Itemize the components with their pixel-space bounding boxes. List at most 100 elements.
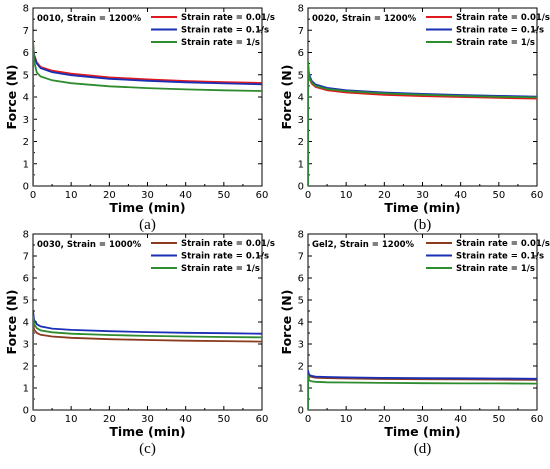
panel-title: Gel2, Strain = 1200% (312, 240, 415, 250)
x-tick-label: 20 (103, 414, 116, 425)
y-tick-label: 1 (23, 159, 29, 170)
y-axis-label: Force (N) (4, 290, 19, 355)
x-tick-label: 60 (531, 190, 544, 201)
x-tick-label: 10 (340, 414, 353, 425)
series-line-3 (308, 61, 537, 186)
x-tick-label: 50 (217, 414, 230, 425)
y-tick-label: 3 (23, 340, 29, 351)
legend-label: Strain rate = 0.01/s (456, 13, 550, 23)
y-tick-label: 5 (298, 296, 304, 307)
panel-caption: (c) (139, 441, 156, 457)
panel-title: 0020, Strain = 1200% (312, 14, 417, 24)
legend-label: Strain rate = 0.01/s (181, 13, 275, 23)
y-tick-label: 8 (23, 4, 29, 15)
x-tick-label: 40 (454, 414, 467, 425)
x-tick-label: 30 (141, 190, 154, 201)
y-tick-label: 5 (298, 70, 304, 81)
y-tick-label: 6 (23, 274, 29, 285)
y-tick-label: 2 (298, 137, 304, 148)
legend-label: Strain rate = 1/s (181, 264, 260, 274)
x-tick-label: 20 (378, 190, 391, 201)
y-tick-label: 2 (298, 362, 304, 373)
y-tick-label: 3 (23, 115, 29, 126)
y-axis-label: Force (N) (4, 65, 19, 130)
y-axis-label: Force (N) (279, 290, 294, 355)
y-tick-label: 4 (23, 93, 29, 104)
x-tick-label: 30 (141, 414, 154, 425)
panel-title: 0030, Strain = 1000% (37, 240, 142, 250)
series-line-2 (33, 45, 262, 186)
x-tick-label: 10 (340, 190, 353, 201)
series-line-2 (33, 310, 262, 410)
series-line-3 (33, 315, 262, 410)
x-tick-label: 0 (30, 190, 36, 201)
chart-panel-4: 0 10 20 30 40 50 60 0 1 2 3 4 5 6 7 8 Time (min) Force (N… (279, 230, 550, 458)
series-line-3 (308, 374, 537, 410)
y-tick-label: 1 (23, 384, 29, 395)
y-tick-label: 6 (298, 48, 304, 59)
x-tick-label: 60 (531, 414, 544, 425)
y-tick-label: 1 (298, 384, 304, 395)
y-tick-label: 0 (23, 406, 29, 417)
x-tick-label: 40 (179, 190, 192, 201)
x-tick-label: 30 (416, 414, 429, 425)
legend-label: Strain rate = 0.1/s (181, 26, 269, 36)
y-tick-label: 3 (298, 115, 304, 126)
x-tick-label: 10 (65, 414, 78, 425)
legend-label: Strain rate = 0.01/s (456, 239, 550, 249)
y-tick-label: 7 (23, 252, 29, 263)
y-tick-label: 8 (298, 4, 304, 15)
y-tick-label: 8 (298, 230, 304, 241)
y-tick-label: 0 (298, 406, 304, 417)
x-tick-label: 40 (179, 414, 192, 425)
x-axis-label: Time (min) (109, 200, 185, 215)
series-line-1 (308, 68, 537, 186)
legend-label: Strain rate = 1/s (456, 38, 535, 48)
y-axis-label: Force (N) (279, 65, 294, 130)
y-tick-label: 0 (298, 182, 304, 193)
x-tick-label: 50 (492, 190, 505, 201)
x-axis-label: Time (min) (384, 424, 460, 439)
panel-title: 0010, Strain = 1200% (37, 14, 142, 24)
x-tick-label: 0 (305, 190, 311, 201)
panel-caption: (d) (414, 441, 432, 457)
y-tick-label: 4 (298, 318, 304, 329)
legend-label: Strain rate = 0.1/s (181, 252, 269, 262)
y-tick-label: 6 (23, 48, 29, 59)
x-axis-label: Time (min) (384, 200, 460, 215)
y-tick-label: 7 (298, 26, 304, 37)
chart-panel-2: 0 10 20 30 40 50 60 0 1 2 3 4 5 6 7 8 Time (min) Force (N… (279, 4, 550, 234)
chart-panel-1: 0 10 20 30 40 50 60 0 1 2 3 4 5 6 7 8 Time (min) Force (N… (4, 4, 275, 234)
legend-label: Strain rate = 1/s (181, 38, 260, 48)
y-tick-label: 6 (298, 274, 304, 285)
legend-label: Strain rate = 0.01/s (181, 239, 275, 249)
x-axis-label: Time (min) (109, 424, 185, 439)
y-tick-label: 8 (23, 230, 29, 241)
series-line-3 (33, 39, 262, 186)
panel-caption: (a) (139, 217, 156, 233)
legend-label: Strain rate = 0.1/s (456, 26, 544, 36)
chart-panel-3: 0 10 20 30 40 50 60 0 1 2 3 4 5 6 7 8 Time (min) Force (N… (4, 230, 275, 458)
x-tick-label: 20 (378, 414, 391, 425)
series-line-2 (308, 63, 537, 186)
x-tick-label: 30 (416, 190, 429, 201)
panel-caption: (b) (414, 217, 432, 233)
x-tick-label: 50 (217, 190, 230, 201)
series-line-1 (33, 321, 262, 410)
y-tick-label: 1 (298, 159, 304, 170)
y-tick-label: 2 (23, 137, 29, 148)
y-tick-label: 7 (298, 252, 304, 263)
y-tick-label: 5 (23, 296, 29, 307)
legend-label: Strain rate = 0.1/s (456, 252, 544, 262)
x-tick-label: 0 (305, 414, 311, 425)
y-tick-label: 3 (298, 340, 304, 351)
x-tick-label: 60 (256, 190, 269, 201)
y-tick-label: 4 (298, 93, 304, 104)
x-tick-label: 10 (65, 190, 78, 201)
x-tick-label: 40 (454, 190, 467, 201)
x-tick-label: 50 (492, 414, 505, 425)
x-tick-label: 20 (103, 190, 116, 201)
y-tick-label: 0 (23, 182, 29, 193)
y-tick-label: 5 (23, 70, 29, 81)
